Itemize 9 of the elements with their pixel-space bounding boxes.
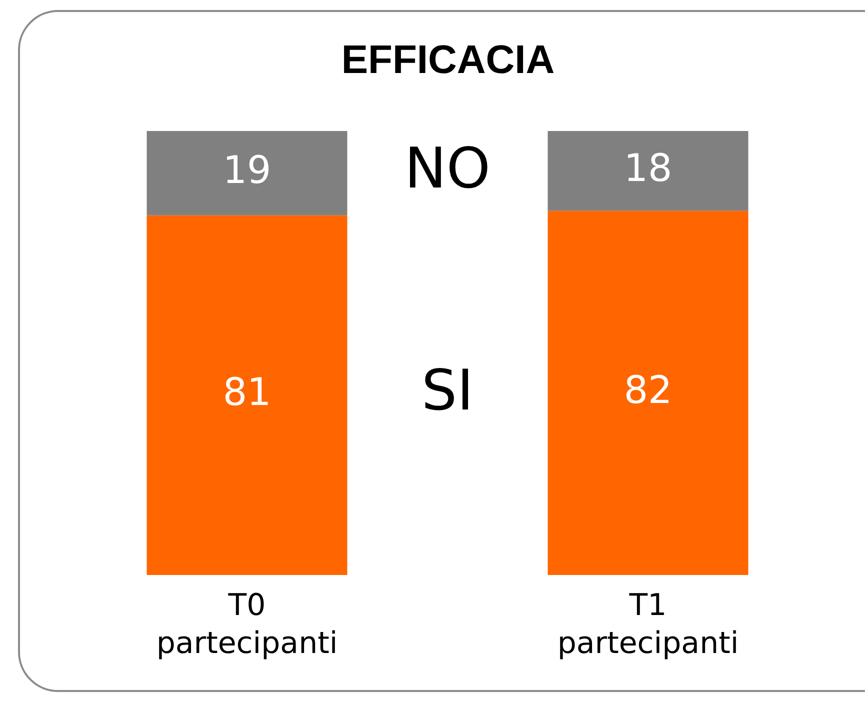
x-tick-label: T0 partecipanti	[156, 588, 338, 661]
series-label: NO	[404, 136, 490, 202]
chart-title: EFFICACIA	[341, 38, 555, 82]
data-label: 81	[222, 370, 272, 414]
series-label: SI	[421, 358, 474, 424]
data-label: 19	[222, 148, 272, 192]
x-tick-label: T1 partecipanti	[557, 588, 739, 661]
data-label: 18	[624, 146, 672, 190]
data-label: 82	[624, 368, 672, 412]
